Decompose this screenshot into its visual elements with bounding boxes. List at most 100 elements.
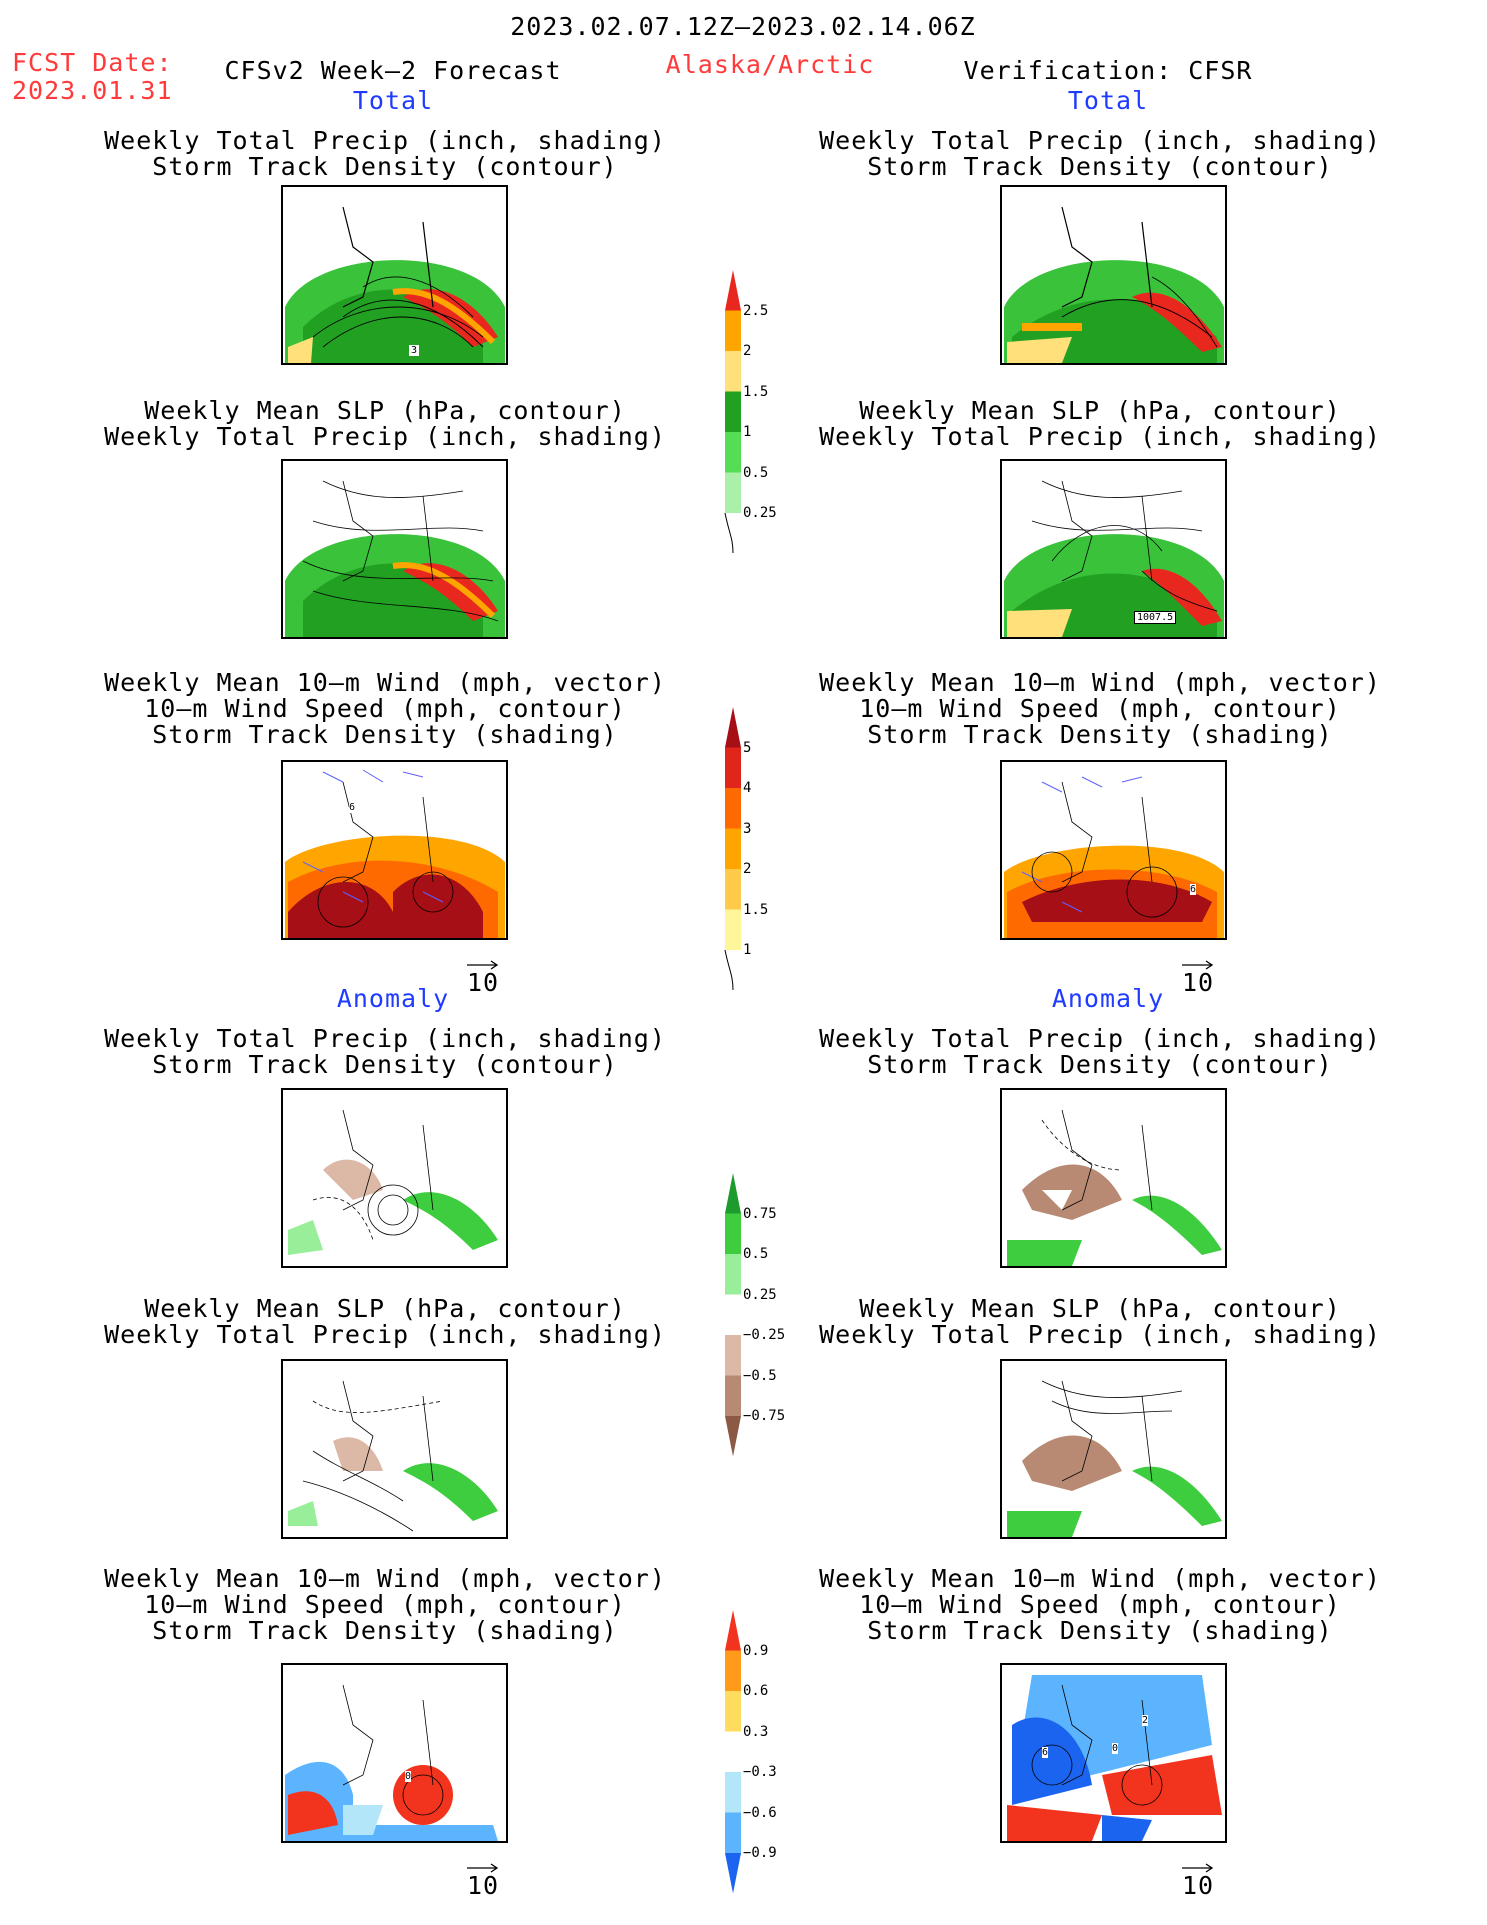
colorbar-total-storm-density: 5 4 3 2 1.5 1 — [723, 707, 813, 997]
colorbar-segment — [725, 869, 741, 910]
verification-title: Verification: CFSR — [963, 56, 1253, 85]
colorbar-tick-label: −0.6 — [743, 1804, 777, 1821]
map-obs-total-precip — [1000, 185, 1227, 365]
vector-reference-label: 10 — [1181, 1871, 1215, 1900]
date-range-title: 2023.02.07.12Z–2023.02.14.06Z — [510, 12, 976, 41]
colorbar-top-cap — [725, 270, 741, 311]
colorbar-anom-storm-density: 0.9 0.6 0.3 −0.3 −0.6 −0.9 — [723, 1610, 813, 1900]
colorbar-tick-label: 1 — [743, 424, 752, 440]
colorbar-tick-label: 0.9 — [743, 1642, 769, 1659]
colorbar-tick-label: −0.9 — [743, 1845, 777, 1861]
panel-title-fcst-total-slp: Weekly Mean SLP (hPa, contour) Weekly To… — [104, 396, 666, 451]
panel-title-fcst-anom-slp: Weekly Mean SLP (hPa, contour) Weekly To… — [104, 1294, 666, 1349]
region-title: Alaska/Arctic — [665, 50, 875, 79]
colorbar-segment — [725, 391, 741, 432]
colorbar-segment — [725, 1772, 741, 1813]
colorbar-tick-label: 0.5 — [743, 1246, 769, 1262]
panel-title-obs-total-precip: Weekly Total Precip (inch, shading) Stor… — [819, 126, 1381, 181]
panel-title-obs-anom-wind: Weekly Mean 10–m Wind (mph, vector) 10–m… — [819, 1564, 1381, 1645]
map-fcst-anom-precip — [281, 1088, 508, 1268]
panel-title-obs-anom-precip: Weekly Total Precip (inch, shading) Stor… — [819, 1024, 1381, 1079]
colorbar-bottom-tail — [724, 949, 734, 991]
colorbar-tick-label: 1.5 — [743, 383, 769, 400]
colorbar-tick-label: 2 — [743, 861, 752, 877]
panel-title-fcst-total-precip: Weekly Total Precip (inch, shading) Stor… — [104, 126, 666, 181]
colorbar-segment — [725, 1213, 741, 1254]
colorbar-bottom-cap — [725, 1853, 741, 1894]
map-fcst-total-precip: 3 — [281, 185, 508, 365]
colorbar-tick-label: 1 — [743, 942, 752, 958]
panel-title-obs-total-wind: Weekly Mean 10–m Wind (mph, vector) 10–m… — [819, 668, 1381, 749]
panel-title-fcst-anom-precip: Weekly Total Precip (inch, shading) Stor… — [104, 1024, 666, 1079]
colorbar-total-precip: 2.5 2 1.5 1 0.5 0.25 — [723, 270, 813, 560]
map-obs-total-wind: 6 — [1000, 760, 1227, 940]
colorbar-tick-label: −0.25 — [743, 1327, 786, 1343]
colorbar-top-cap — [725, 1173, 741, 1214]
colorbar-bottom-cap — [725, 1416, 741, 1457]
colorbar-segment — [725, 828, 741, 869]
colorbar-bottom-tail — [724, 512, 734, 554]
panel-title-fcst-total-wind: Weekly Mean 10–m Wind (mph, vector) 10–m… — [104, 668, 666, 749]
colorbar-segment — [725, 1650, 741, 1691]
colorbar-segment — [725, 432, 741, 473]
map-contour-label: 3 — [409, 345, 420, 356]
panel-title-fcst-anom-wind: Weekly Mean 10–m Wind (mph, vector) 10–m… — [104, 1564, 666, 1645]
map-contour-label: 6 — [1042, 1747, 1049, 1758]
anomaly-label-right: Anomaly — [1051, 984, 1165, 1013]
map-obs-total-slp: 1007.5 — [1000, 459, 1227, 639]
colorbar-segment — [725, 1335, 741, 1376]
colorbar-segment — [725, 1294, 741, 1335]
colorbar-graphic — [725, 1173, 741, 1457]
colorbar-tick-label: 0.6 — [743, 1683, 769, 1699]
colorbar-tick-label: 0.75 — [743, 1205, 777, 1222]
colorbar-segment — [725, 788, 741, 829]
total-label-right: Total — [1067, 86, 1149, 115]
map-contour-label: 1007.5 — [1134, 611, 1177, 624]
colorbar-top-cap — [725, 707, 741, 748]
map-fcst-anom-slp — [281, 1359, 508, 1539]
colorbar-tick-label: 5 — [743, 739, 752, 756]
colorbar-segment — [725, 310, 741, 351]
colorbar-tick-label: 2.5 — [743, 302, 769, 319]
vector-reference-label: 10 — [1181, 968, 1215, 997]
vector-reference-arrow — [465, 1858, 501, 1877]
colorbar-graphic — [724, 270, 741, 554]
vector-reference-arrow — [465, 955, 501, 974]
panel-title-obs-anom-slp: Weekly Mean SLP (hPa, contour) Weekly To… — [819, 1294, 1381, 1349]
colorbar-tick-label: 0.5 — [743, 464, 769, 481]
colorbar-tick-label: 0.25 — [743, 1286, 777, 1303]
colorbar-tick-label: −0.75 — [743, 1408, 786, 1424]
total-label-left: Total — [352, 86, 434, 115]
map-fcst-total-wind: 6 — [281, 760, 508, 940]
anomaly-label-left: Anomaly — [336, 984, 450, 1013]
forecast-model-title: CFSv2 Week–2 Forecast — [224, 56, 562, 85]
vector-reference-label: 10 — [466, 1871, 500, 1900]
colorbar-segment — [725, 747, 741, 788]
colorbar-tick-label: 3 — [743, 820, 752, 837]
colorbar-top-cap — [725, 1610, 741, 1651]
map-contour-label: 2 — [1142, 1715, 1149, 1726]
fcst-date-value: 2023.01.31 — [12, 76, 173, 105]
colorbar-tick-label: 1.5 — [743, 901, 769, 918]
map-fcst-total-slp — [281, 459, 508, 639]
map-contour-label: 6 — [349, 802, 356, 813]
colorbar-segment — [725, 1375, 741, 1416]
vector-reference-arrow — [1180, 1858, 1216, 1877]
colorbar-segment — [725, 1731, 741, 1772]
colorbar-tick-label: −0.5 — [743, 1367, 777, 1384]
colorbar-segment — [725, 1254, 741, 1295]
vector-reference-label: 10 — [466, 968, 500, 997]
map-contour-label: 0 — [1112, 1743, 1119, 1754]
map-contour-label: 6 — [1190, 884, 1197, 895]
colorbar-anom-precip: 0.75 0.5 0.25 −0.25 −0.5 −0.75 — [723, 1173, 813, 1463]
map-obs-anom-precip — [1000, 1088, 1227, 1268]
panel-title-obs-total-slp: Weekly Mean SLP (hPa, contour) Weekly To… — [819, 396, 1381, 451]
map-obs-anom-slp — [1000, 1359, 1227, 1539]
colorbar-tick-label: 0.3 — [743, 1723, 769, 1740]
vector-reference-arrow — [1180, 955, 1216, 974]
colorbar-tick-label: 4 — [743, 780, 752, 796]
colorbar-tick-label: 0.25 — [743, 505, 777, 521]
colorbar-segment — [725, 909, 741, 950]
colorbar-segment — [725, 1812, 741, 1853]
colorbar-segment — [725, 472, 741, 513]
